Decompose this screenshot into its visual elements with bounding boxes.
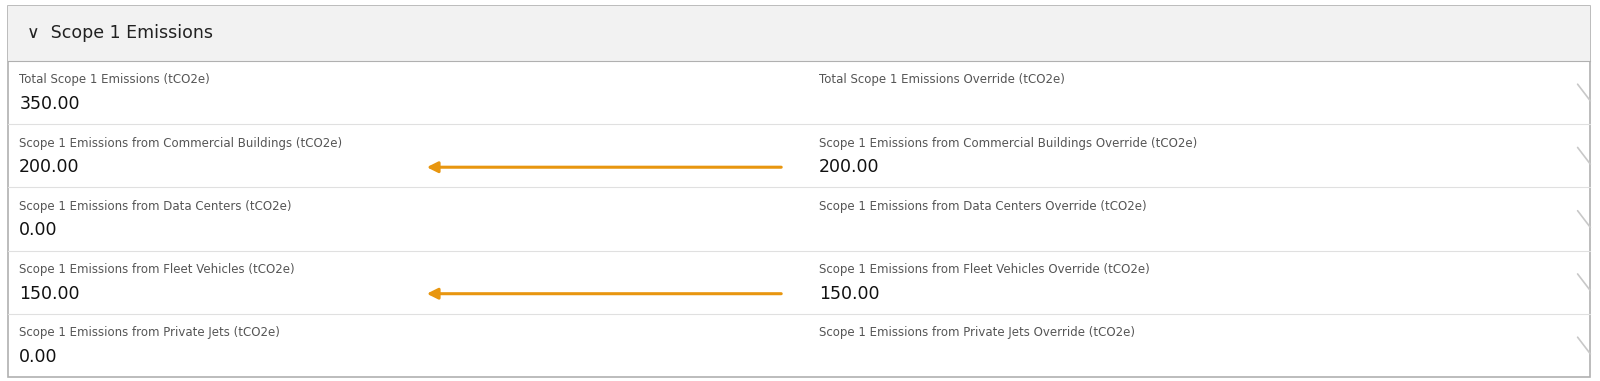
Bar <box>8 6 1590 61</box>
Text: 200.00: 200.00 <box>819 158 880 176</box>
Text: Scope 1 Emissions from Fleet Vehicles Override (tCO2e): Scope 1 Emissions from Fleet Vehicles Ov… <box>819 263 1150 276</box>
Text: Total Scope 1 Emissions Override (tCO2e): Total Scope 1 Emissions Override (tCO2e) <box>819 74 1066 86</box>
Text: Scope 1 Emissions from Private Jets Override (tCO2e): Scope 1 Emissions from Private Jets Over… <box>819 327 1136 339</box>
Text: Scope 1 Emissions from Commercial Buildings (tCO2e): Scope 1 Emissions from Commercial Buildi… <box>19 137 342 150</box>
Text: Scope 1 Emissions from Data Centers (tCO2e): Scope 1 Emissions from Data Centers (tCO… <box>19 200 291 213</box>
Text: 150.00: 150.00 <box>19 285 80 303</box>
Text: 0.00: 0.00 <box>19 348 58 366</box>
Text: 350.00: 350.00 <box>19 95 80 113</box>
Text: Scope 1 Emissions from Private Jets (tCO2e): Scope 1 Emissions from Private Jets (tCO… <box>19 327 280 339</box>
Text: 0.00: 0.00 <box>19 221 58 240</box>
Text: 150.00: 150.00 <box>819 285 880 303</box>
Text: Scope 1 Emissions from Data Centers Override (tCO2e): Scope 1 Emissions from Data Centers Over… <box>819 200 1147 213</box>
Text: ∨  Scope 1 Emissions: ∨ Scope 1 Emissions <box>27 24 213 42</box>
Text: 200.00: 200.00 <box>19 158 80 176</box>
Text: Scope 1 Emissions from Commercial Buildings Override (tCO2e): Scope 1 Emissions from Commercial Buildi… <box>819 137 1197 150</box>
Text: Total Scope 1 Emissions (tCO2e): Total Scope 1 Emissions (tCO2e) <box>19 74 210 86</box>
Text: Scope 1 Emissions from Fleet Vehicles (tCO2e): Scope 1 Emissions from Fleet Vehicles (t… <box>19 263 294 276</box>
